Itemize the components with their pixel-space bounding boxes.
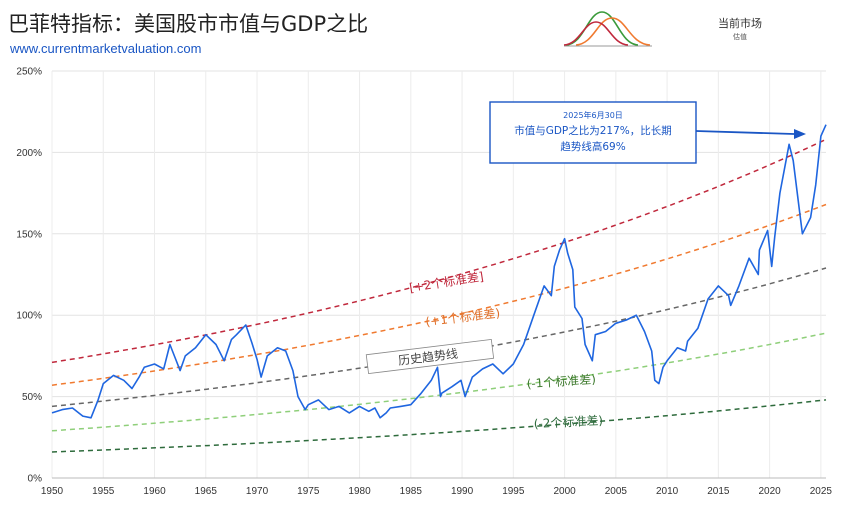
x-tick-label: 1985 [400, 486, 423, 497]
x-tick-label: 1955 [92, 486, 115, 497]
trend-label-box: 历史趋势线 [365, 338, 495, 375]
ratio-series [51, 124, 827, 419]
callout-annotation: 2025年6月30日 市值与GDP之比为217%，比长期 趋势线高69% [489, 101, 806, 164]
y-tick-label: 250% [16, 67, 42, 78]
band-line-plus2 [51, 138, 827, 364]
callout-line1: 市值与GDP之比为217%，比长期 [514, 124, 672, 137]
x-tick-label: 1980 [348, 486, 371, 497]
y-tick-label: 150% [16, 229, 42, 240]
series-line-ratio [51, 124, 827, 419]
x-tick-label: 2005 [605, 486, 628, 497]
y-axis-ticks: 0% 50% 100% 150% 200% 250% [16, 67, 42, 485]
band-label-plus2: [+2个标准差] [408, 269, 484, 295]
x-tick-label: 2015 [707, 486, 730, 497]
x-tick-label: 1995 [502, 486, 525, 497]
band-line-minus2 [51, 399, 827, 453]
x-tick-label: 2020 [758, 486, 781, 497]
x-tick-label: 1950 [41, 486, 64, 497]
y-tick-label: 100% [16, 311, 42, 322]
y-tick-label: 0% [28, 474, 43, 485]
brand-tagline: 估值 [733, 33, 747, 41]
band-label-minus1: (-1个标准差) [526, 372, 596, 391]
y-tick-label: 200% [16, 148, 42, 159]
bell-curves-logo-icon [563, 11, 652, 47]
x-axis-ticks: 1950 1955 1960 1965 1970 1975 1980 1985 1990 1995… [41, 486, 833, 497]
x-tick-label: 1975 [297, 486, 320, 497]
callout-arrowhead [794, 129, 806, 139]
band-label-minus2: (-2个标准差) [533, 413, 603, 431]
callout-line2: 趋势线高69% [560, 140, 625, 153]
x-tick-label: 2000 [553, 486, 576, 497]
callout-date: 2025年6月30日 [563, 110, 623, 120]
band-label-plus1: (+1个标准差) [425, 306, 501, 329]
source-link[interactable]: www.currentmarketvaluation.com [10, 41, 202, 56]
x-tick-label: 2010 [656, 486, 679, 497]
y-tick-label: 50% [22, 392, 42, 403]
x-tick-label: 1960 [143, 486, 166, 497]
band-line-minus1 [51, 332, 827, 432]
brand-name: 当前市场 [718, 17, 762, 30]
x-tick-label: 1965 [195, 486, 218, 497]
x-tick-label: 1970 [246, 486, 269, 497]
x-tick-label: 1990 [451, 486, 474, 497]
callout-box [489, 101, 697, 164]
x-tick-label: 2025 [810, 486, 833, 497]
chart-title: 巴菲特指标：美国股市市值与GDP之比 [8, 12, 369, 36]
callout-arrow [695, 130, 795, 135]
